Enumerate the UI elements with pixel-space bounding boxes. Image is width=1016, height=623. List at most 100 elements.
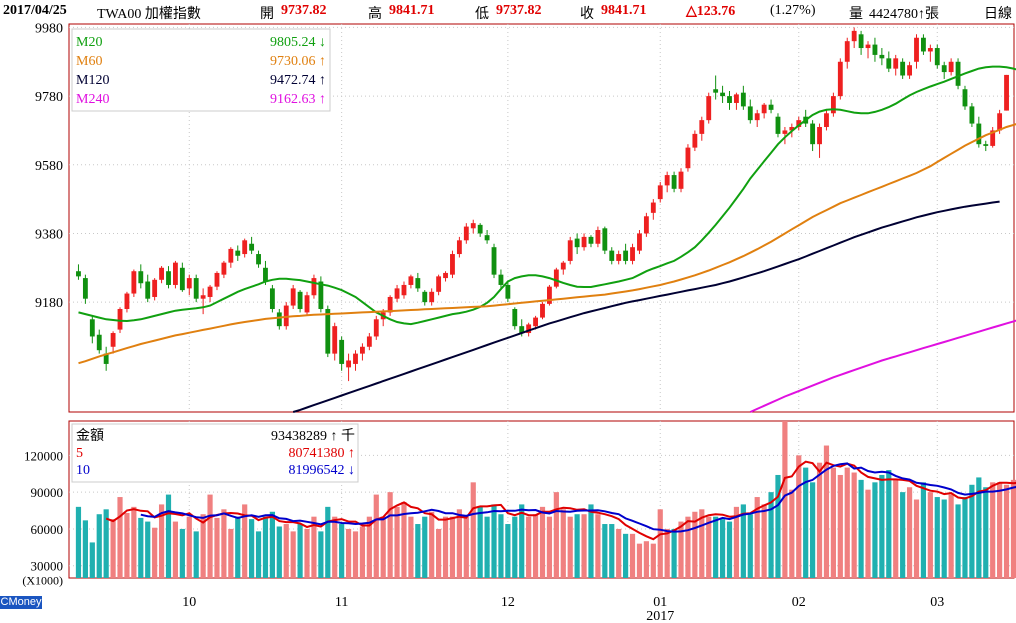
volume-label: 量 <box>849 7 863 22</box>
close-value: 9841.71 <box>601 3 647 18</box>
volume-bar <box>546 516 553 578</box>
volume-bar <box>526 516 532 578</box>
volume-bar <box>844 467 850 578</box>
candle-body <box>955 61 961 86</box>
candle-body <box>997 113 1003 131</box>
year-label: 2017 <box>646 609 674 623</box>
volume-bar <box>553 492 559 578</box>
candle-body <box>366 336 372 347</box>
candle-body <box>82 278 88 299</box>
candle-body <box>637 233 642 251</box>
volume-bar <box>449 516 456 578</box>
candle-body <box>858 34 864 49</box>
volume-bar <box>124 512 130 578</box>
candle-body <box>740 92 746 107</box>
volume-bar <box>782 421 788 578</box>
candle-body <box>685 147 691 169</box>
close-label: 收 <box>580 7 594 22</box>
volume-bar <box>200 514 206 578</box>
candle-body <box>96 334 102 351</box>
volume-bar <box>408 516 414 578</box>
candle-body <box>145 281 151 299</box>
volume-bar <box>754 497 760 578</box>
candle-body <box>872 44 878 55</box>
candle-body <box>761 104 767 114</box>
volume-bar <box>768 492 774 578</box>
volume-bar <box>262 516 269 578</box>
volume-bar <box>193 531 199 578</box>
candle-body <box>678 171 684 189</box>
high-value: 9841.71 <box>389 3 435 18</box>
change-value: △123.76 <box>686 4 736 19</box>
candle-body <box>221 262 227 275</box>
low-value: 9737.82 <box>496 3 542 18</box>
candle-body <box>283 305 289 327</box>
candle-body <box>103 353 109 364</box>
volume-bar <box>456 509 462 578</box>
volume-tick-label: 30000 <box>31 559 64 574</box>
volume-bar <box>990 482 996 578</box>
volume-bar <box>539 506 546 578</box>
volume-bar <box>304 528 310 578</box>
candle-body <box>907 65 912 76</box>
volume-bar <box>740 504 746 578</box>
candle-body <box>249 243 255 251</box>
candle-body <box>921 37 926 52</box>
volume-bar <box>152 527 158 578</box>
candle-body <box>976 123 982 145</box>
volume-bar <box>858 479 864 578</box>
candle-body <box>152 279 158 297</box>
candle-body <box>692 133 698 148</box>
volume-bar <box>775 474 781 578</box>
candle-body <box>186 278 192 289</box>
volume-bar <box>595 514 601 578</box>
candle-body <box>325 308 331 354</box>
volume-bar <box>962 497 968 578</box>
volume-bar <box>131 506 137 578</box>
volume-bar <box>913 499 920 578</box>
volume-bar <box>671 528 677 578</box>
volume-bar <box>505 524 511 578</box>
volume-bar <box>394 506 400 578</box>
candle-body <box>401 284 407 296</box>
volume-bar <box>415 524 421 578</box>
volume-bar <box>491 504 497 578</box>
candle-body <box>581 236 587 248</box>
candle-body <box>415 278 421 289</box>
volume-bar <box>110 519 116 578</box>
volume-bar <box>623 533 629 578</box>
candle-body <box>609 250 615 261</box>
volume-bar <box>810 482 816 578</box>
period-label[interactable]: 日線 <box>984 7 1012 22</box>
candle-body <box>173 262 178 285</box>
candle-body <box>747 106 753 121</box>
volume-bar <box>969 484 975 578</box>
volume-bar <box>519 504 525 578</box>
volume-bar <box>165 494 172 578</box>
legend-vma5-name: 5 <box>76 446 83 461</box>
volume-bar <box>636 543 643 578</box>
volume-bar <box>318 531 324 578</box>
ma60-line <box>78 123 1016 365</box>
candle-body <box>470 223 476 229</box>
candle-body <box>754 113 760 121</box>
candle-body <box>429 291 435 303</box>
month-tick-label: 10 <box>182 595 196 610</box>
volume-bar <box>117 497 123 578</box>
volume-tick-label: 120000 <box>24 448 63 463</box>
volume-bar <box>221 509 227 578</box>
volume-bar <box>789 489 795 578</box>
volume-bar <box>886 470 892 578</box>
candle-body <box>983 144 989 146</box>
candle-body <box>422 291 428 303</box>
candle-body <box>505 284 511 299</box>
candle-body <box>844 41 850 62</box>
candle-body <box>263 267 268 282</box>
candle-body <box>290 288 296 306</box>
candle-body <box>553 269 559 287</box>
candle-body <box>276 312 282 327</box>
candle-body <box>387 296 393 313</box>
volume-bar <box>900 492 906 578</box>
volume-bar <box>401 501 407 578</box>
